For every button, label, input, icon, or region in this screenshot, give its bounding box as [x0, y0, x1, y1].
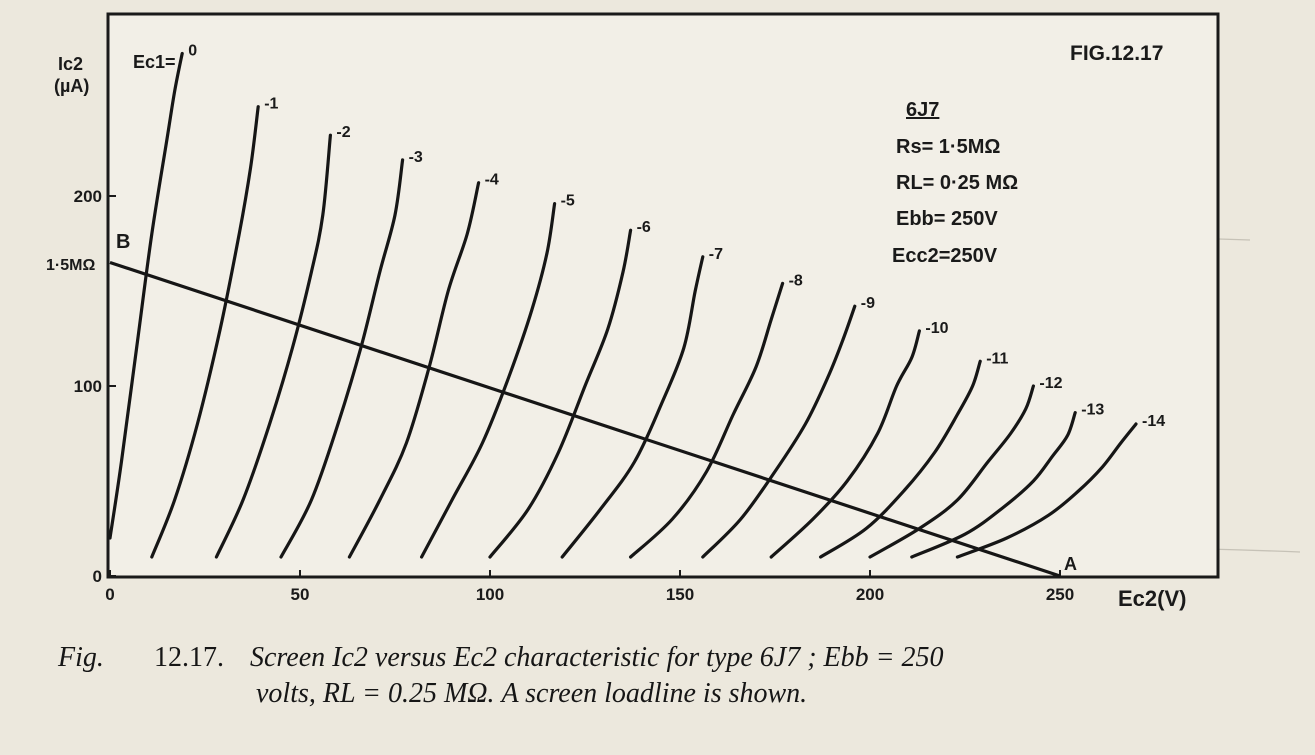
curve-label: -7: [709, 246, 723, 263]
loadline-b-value: 1·5MΩ: [46, 257, 95, 274]
param-ecc2: Ecc2=250V: [892, 245, 998, 267]
curve-label: -10: [925, 320, 948, 337]
curve-ec1-minus-8: [629, 281, 785, 559]
x-tick-label: 250: [1046, 585, 1074, 604]
curve-ec1-minus-2: [214, 133, 332, 559]
x-tick-label: 0: [105, 585, 114, 604]
curve-label: -13: [1081, 402, 1104, 419]
loadline-point-b: B: [116, 231, 130, 253]
curve-label: -9: [861, 295, 875, 312]
curve-label: -6: [637, 219, 651, 236]
x-tick-label: 100: [476, 585, 504, 604]
curve-label: -8: [789, 272, 803, 289]
curve-ec1-minus-13: [910, 411, 1077, 559]
curve-ec1-minus-6: [488, 228, 633, 559]
x-tick-label: 150: [666, 585, 694, 604]
param-ebb: Ebb= 250V: [896, 208, 998, 230]
y-tick-label: 0: [93, 567, 102, 586]
curve-ec1-minus-7: [560, 255, 705, 559]
y-tick-label: 200: [74, 187, 102, 206]
curve-ec1-minus-5: [420, 202, 557, 559]
caption-text-1: Screen Ic2 versus Ec2 characteristic for…: [250, 642, 944, 673]
ec1-label: Ec1=: [133, 52, 176, 72]
curve-ec1-minus-10: [769, 329, 921, 559]
curve-label: -1: [264, 96, 278, 113]
curve-ec1-minus-11: [819, 359, 982, 559]
tube-type-label: 6J7: [906, 99, 939, 121]
curve-label: -2: [336, 124, 350, 141]
curve-ec1-minus-14: [955, 422, 1138, 559]
figure-caption: Fig. 12.17. Screen Ic2 versus Ec2 characte…: [58, 640, 1278, 712]
caption-number: 12.17.: [154, 642, 224, 673]
param-rs: Rs= 1·5MΩ: [896, 136, 1000, 158]
x-axis-label: Ec2(V): [1118, 586, 1186, 611]
y-tick-label: 100: [74, 377, 102, 396]
curve-ec1-minus-9: [701, 304, 857, 559]
param-rl: RL= 0·25 MΩ: [896, 172, 1018, 194]
caption-fig: Fig.: [58, 642, 104, 673]
x-tick-label: 200: [856, 585, 884, 604]
curve-label: -12: [1039, 375, 1062, 392]
curve-label: -11: [986, 350, 1008, 367]
curve-ec1-minus-3: [279, 158, 405, 559]
curve-label: 0: [188, 43, 197, 60]
loadline-point-a: A: [1064, 554, 1077, 574]
x-tick-label: 50: [291, 585, 310, 604]
curve-label: -3: [409, 149, 423, 166]
curve-label: -14: [1142, 413, 1165, 430]
curve-ec1-0: [108, 51, 184, 540]
curve-label: -5: [561, 193, 575, 210]
curve-ec1-minus-1: [150, 105, 260, 559]
loadline: [109, 260, 1061, 578]
caption-line-2: volts, RL = 0.25 MΩ. A screen loadline i…: [256, 678, 808, 709]
y-axis-label-line1: Ic2: [58, 54, 83, 74]
y-axis-label-line2: (µA): [54, 76, 89, 96]
fig-label: FIG.12.17: [1070, 42, 1163, 65]
curve-label: -4: [485, 172, 499, 189]
caption-line-1: Fig. 12.17. Screen Ic2 versus Ec2 characte…: [58, 640, 1278, 676]
